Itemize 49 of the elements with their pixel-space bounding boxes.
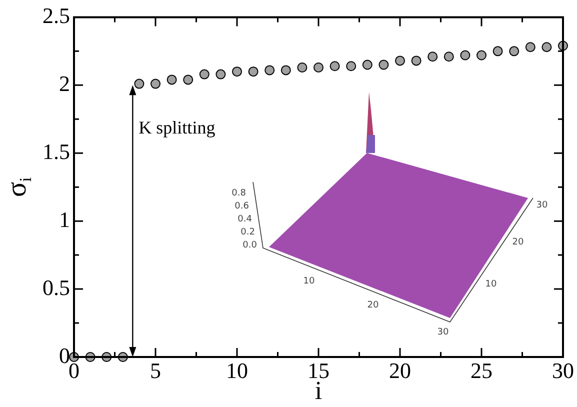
point xyxy=(150,78,160,89)
x-tick-label: 20 xyxy=(389,358,411,383)
point xyxy=(264,65,275,76)
point xyxy=(199,69,210,80)
x-tick-label: 10 xyxy=(226,358,248,383)
annotation: 30 xyxy=(437,327,449,338)
annotation: 10 xyxy=(303,276,315,286)
point xyxy=(428,52,438,62)
point xyxy=(346,61,356,72)
annotation: 30 xyxy=(536,200,548,210)
annotation: 0.8 xyxy=(232,188,246,198)
point xyxy=(460,50,470,60)
y-tick-label: 0.5 xyxy=(42,274,70,300)
x-tick-label: 25 xyxy=(470,358,492,383)
point xyxy=(378,60,389,70)
point xyxy=(232,66,242,77)
x-tick-label: 30 xyxy=(552,358,574,383)
annotation: 0.6 xyxy=(234,201,250,212)
annotation: 0.2 xyxy=(240,227,255,238)
annotation: 0.0 xyxy=(242,240,258,250)
point xyxy=(444,52,454,62)
point xyxy=(492,46,503,56)
point xyxy=(216,69,226,80)
y-tick-label: 2 xyxy=(59,70,70,96)
y-axis-title: σi xyxy=(1,176,35,197)
y-tick-label: 2.5 xyxy=(42,2,70,28)
point xyxy=(476,50,486,60)
point xyxy=(362,60,372,70)
annotation: 0.4 xyxy=(238,214,252,224)
point xyxy=(297,62,308,72)
point xyxy=(248,66,258,77)
point xyxy=(166,74,177,85)
point xyxy=(395,56,405,66)
annotation: 20 xyxy=(367,300,379,310)
point xyxy=(509,46,520,56)
annotation: K splitting xyxy=(138,117,216,138)
point xyxy=(134,78,144,89)
point xyxy=(314,62,324,72)
x-tick-label: 5 xyxy=(150,358,161,383)
y-tick-label: 1 xyxy=(59,206,70,232)
annotation: 10 xyxy=(485,279,497,290)
point xyxy=(280,65,291,76)
point xyxy=(542,42,552,52)
annotation: 20 xyxy=(512,237,524,248)
point xyxy=(183,74,194,85)
point xyxy=(330,61,340,72)
y-tick-label: 1.5 xyxy=(42,138,70,164)
point xyxy=(411,56,422,66)
point xyxy=(525,42,536,52)
